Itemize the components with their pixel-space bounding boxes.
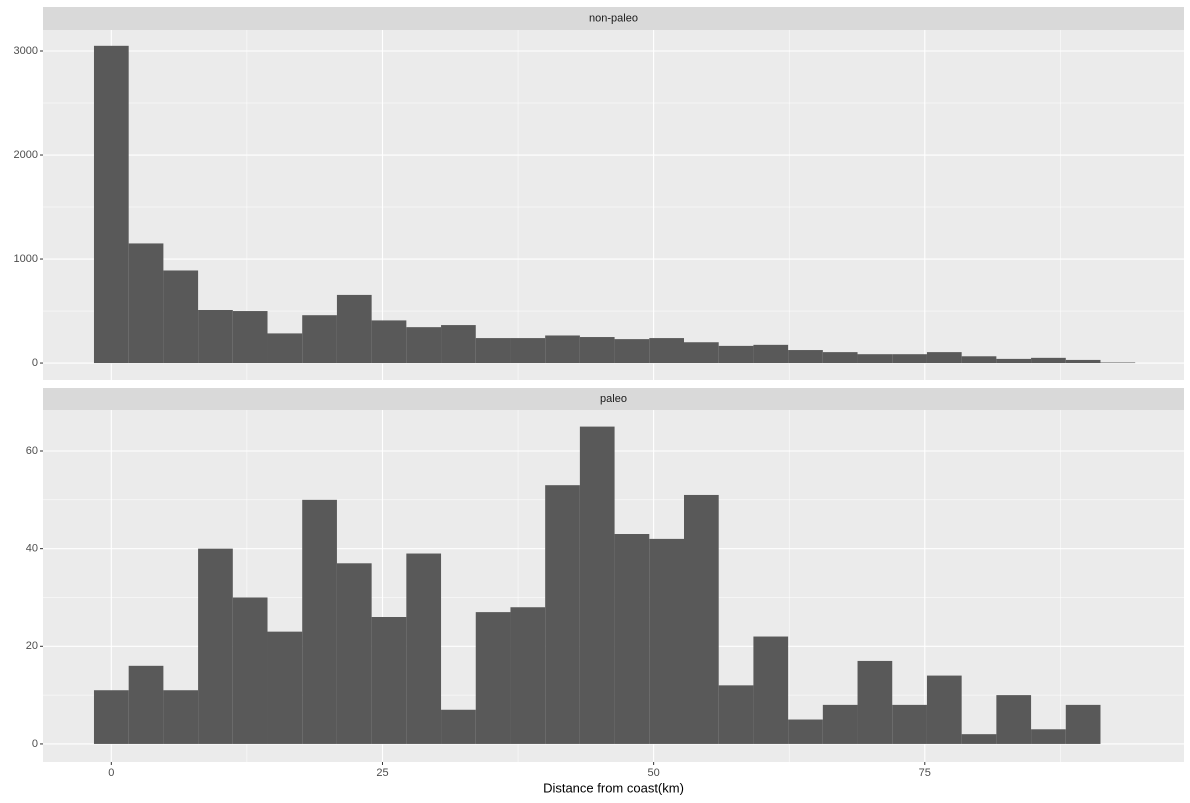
- bar: [1065, 704, 1101, 744]
- bar: [93, 45, 129, 364]
- bar: [892, 354, 927, 364]
- bar: [926, 675, 962, 744]
- bar: [406, 327, 442, 364]
- bar: [857, 354, 893, 364]
- strip: [43, 388, 1184, 410]
- bar: [198, 310, 233, 364]
- y-tick-label: 40: [26, 543, 38, 555]
- x-tick-label: 75: [919, 767, 931, 779]
- bar: [336, 563, 372, 744]
- bar: [683, 494, 719, 744]
- bar: [961, 356, 997, 364]
- x-tick-label: 0: [108, 767, 114, 779]
- bar: [128, 243, 164, 364]
- bar: [996, 358, 1032, 364]
- bar: [649, 538, 684, 744]
- bar: [128, 665, 164, 744]
- bar: [545, 335, 580, 364]
- bar: [475, 612, 511, 744]
- bar: [232, 311, 268, 364]
- bar: [302, 499, 337, 744]
- bar: [1065, 359, 1101, 364]
- bar: [614, 339, 650, 364]
- bar: [788, 719, 823, 744]
- bar: [892, 704, 927, 744]
- strip-label: paleo: [600, 393, 627, 405]
- bar: [510, 607, 546, 744]
- bar: [371, 617, 407, 744]
- bar: [579, 426, 615, 744]
- x-tick-label: 50: [648, 767, 660, 779]
- y-tick-label: 3000: [14, 45, 38, 57]
- bar: [996, 695, 1032, 744]
- bar: [753, 344, 789, 364]
- bar: [163, 270, 199, 364]
- bar: [718, 345, 754, 364]
- x-axis-title: Distance from coast(km): [543, 780, 684, 795]
- bar: [822, 352, 858, 364]
- bar: [302, 315, 337, 364]
- bar: [267, 631, 303, 744]
- bar: [267, 333, 303, 364]
- bar: [406, 553, 442, 744]
- y-tick-label: 2000: [14, 149, 38, 161]
- bar: [475, 338, 511, 364]
- bar: [718, 685, 754, 744]
- bar: [510, 338, 546, 364]
- bar: [1100, 362, 1136, 364]
- bar: [441, 325, 476, 364]
- y-tick-label: 0: [32, 738, 38, 750]
- bar: [683, 342, 719, 364]
- bar: [1031, 357, 1066, 364]
- bar: [93, 690, 129, 744]
- y-tick-label: 0: [32, 357, 38, 369]
- bar: [926, 352, 962, 364]
- y-tick-label: 1000: [14, 253, 38, 265]
- bar: [545, 485, 580, 744]
- y-tick-label: 20: [26, 640, 38, 652]
- bar: [371, 320, 407, 364]
- bar: [579, 337, 615, 364]
- bar: [336, 294, 372, 364]
- bar: [198, 548, 233, 744]
- bar: [1031, 729, 1066, 744]
- bar: [857, 660, 893, 744]
- bar: [649, 338, 684, 364]
- strip: [43, 7, 1184, 30]
- bar: [961, 734, 997, 744]
- bar: [441, 709, 476, 744]
- x-tick-label: 25: [376, 767, 388, 779]
- y-tick-label: 60: [26, 445, 38, 457]
- bar: [822, 704, 858, 744]
- bar: [163, 690, 199, 744]
- bar: [753, 636, 789, 744]
- bar: [232, 597, 268, 744]
- bar: [614, 534, 650, 744]
- strip-label: non-paleo: [589, 12, 638, 24]
- bar: [788, 350, 823, 364]
